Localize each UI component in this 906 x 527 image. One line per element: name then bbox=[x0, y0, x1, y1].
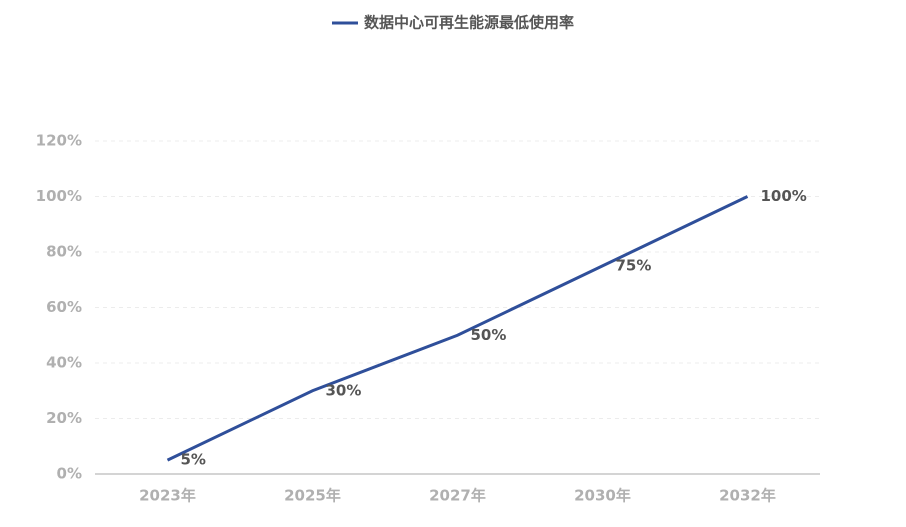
x-tick-label: 2027年 bbox=[429, 487, 486, 505]
y-tick-label: 60% bbox=[46, 298, 82, 316]
data-label: 5% bbox=[181, 451, 206, 469]
x-tick-label: 2032年 bbox=[719, 487, 776, 505]
data-label: 30% bbox=[326, 381, 362, 399]
y-tick-label: 20% bbox=[46, 409, 82, 427]
x-tick-label: 2030年 bbox=[574, 487, 631, 505]
data-label: 50% bbox=[471, 326, 507, 344]
y-tick-label: 100% bbox=[36, 187, 82, 205]
y-tick-label: 0% bbox=[57, 465, 82, 483]
y-tick-label: 80% bbox=[46, 243, 82, 261]
y-tick-label: 120% bbox=[36, 132, 82, 150]
line bbox=[166, 195, 749, 462]
data-label: 100% bbox=[761, 187, 807, 205]
x-tick-label: 2023年 bbox=[139, 487, 196, 505]
legend-label: 数据中心可再生能源最低使用率 bbox=[364, 14, 574, 32]
data-label: 75% bbox=[616, 256, 652, 274]
y-tick-label: 40% bbox=[46, 354, 82, 372]
x-tick-label: 2025年 bbox=[284, 487, 341, 505]
